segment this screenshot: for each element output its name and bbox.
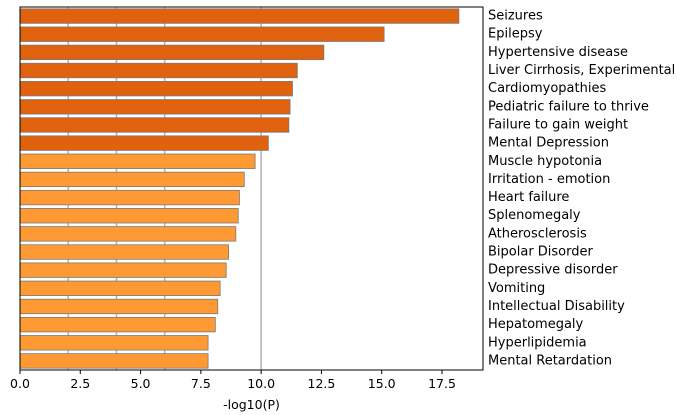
x-tick-label-3: 7.5	[191, 376, 211, 391]
bar-3	[19, 62, 298, 79]
category-label-4: Cardiomyopathies	[488, 81, 606, 96]
bar-6	[19, 117, 290, 133]
category-label-17: Hepatomegaly	[488, 317, 584, 332]
bar-15	[19, 280, 221, 296]
bar-8	[19, 153, 256, 169]
bar-5	[19, 99, 291, 115]
category-label-2: Hypertensive disease	[488, 45, 628, 60]
x-tick-label-0: 0.0	[10, 376, 30, 391]
category-label-13: Bipolar Disorder	[488, 245, 594, 260]
category-label-5: Pediatric failure to thrive	[488, 99, 649, 114]
reference-lines	[67, 7, 262, 370]
category-label-10: Heart failure	[488, 190, 569, 205]
bar-0	[19, 8, 460, 24]
category-labels: Seizures Epilepsy Hypertensive disease Live…	[488, 9, 675, 369]
category-label-0: Seizures	[488, 9, 543, 24]
category-label-9: Irritation - emotion	[488, 172, 610, 187]
category-label-16: Intellectual Disability	[488, 299, 625, 314]
category-label-12: Atherosclerosis	[488, 226, 587, 241]
x-tick-label-6: 15.0	[368, 376, 396, 391]
bar-18	[19, 335, 209, 351]
category-label-18: Hyperlipidemia	[488, 335, 587, 350]
bar-12	[19, 226, 237, 242]
bar-16	[19, 298, 219, 315]
bar-19	[19, 353, 209, 369]
category-label-7: Mental Depression	[488, 136, 609, 151]
x-axis: 0.0 2.5 5.0 7.5 10.0 12.5 15.0 17.5	[10, 370, 456, 391]
x-tick-label-5: 12.5	[308, 376, 336, 391]
bar-10	[19, 189, 240, 206]
x-tick-label-1: 2.5	[70, 376, 90, 391]
x-tick-label-4: 10.0	[247, 376, 275, 391]
bar-4	[19, 81, 293, 97]
x-tick-label-7: 17.5	[428, 376, 456, 391]
category-label-1: Epilepsy	[488, 27, 543, 42]
category-label-11: Splenomegaly	[488, 208, 581, 223]
bars	[19, 8, 460, 369]
bar-7	[19, 135, 269, 151]
bar-14	[19, 262, 227, 278]
category-label-14: Depressive disorder	[488, 263, 618, 278]
category-label-6: Failure to gain weight	[488, 117, 628, 132]
bar-9	[19, 171, 245, 188]
category-label-15: Vomiting	[488, 281, 545, 296]
x-tick-label-2: 5.0	[131, 376, 151, 391]
category-label-19: Mental Retardation	[488, 353, 612, 368]
bar-13	[19, 244, 229, 260]
bar-2	[19, 44, 325, 61]
category-label-3: Liver Cirrhosis, Experimental	[488, 63, 675, 78]
bar-11	[19, 208, 239, 224]
bar-17	[19, 316, 216, 333]
x-axis-title: -log10(P)	[223, 397, 280, 412]
bar-1	[19, 26, 385, 42]
plot-frame	[19, 6, 484, 371]
category-label-8: Muscle hypotonia	[488, 154, 602, 169]
